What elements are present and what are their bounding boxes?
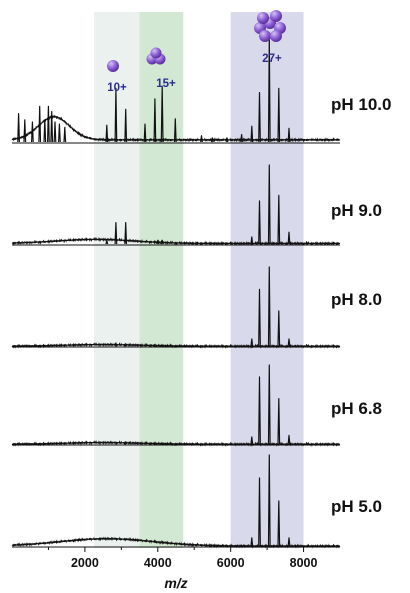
peak-2 bbox=[124, 343, 128, 347]
series-envelope bbox=[11, 440, 341, 447]
peak-2 bbox=[250, 436, 254, 445]
peak-10 bbox=[63, 126, 67, 143]
peak-3 bbox=[258, 376, 261, 445]
peak-17 bbox=[173, 118, 177, 143]
peak-7 bbox=[287, 338, 291, 347]
annotation-label-15plus: 15+ bbox=[156, 78, 176, 90]
peak-18 bbox=[200, 135, 203, 143]
peak-4 bbox=[277, 500, 281, 547]
charge-annotations: 10+ 15+ 27+ bbox=[107, 10, 286, 94]
peak-5 bbox=[160, 239, 164, 245]
highlight-bands bbox=[94, 12, 304, 548]
peak-20 bbox=[225, 137, 229, 143]
series-envelope bbox=[11, 236, 341, 246]
peak-4 bbox=[267, 364, 271, 445]
peak-19 bbox=[211, 137, 214, 143]
ph-label-9-0: pH 9.0 bbox=[331, 201, 382, 220]
peak-11 bbox=[105, 124, 109, 143]
ph-label-8-0: pH 8.0 bbox=[331, 290, 382, 309]
peak-6 bbox=[47, 105, 50, 143]
sphere-cluster-icon bbox=[254, 10, 286, 42]
spectra-traces bbox=[11, 37, 341, 549]
peak-2 bbox=[258, 477, 261, 547]
single-sphere-icon bbox=[107, 60, 119, 72]
series-1 bbox=[11, 37, 341, 144]
peak-1 bbox=[124, 441, 128, 445]
series-2 bbox=[11, 164, 341, 246]
annotation-label-10plus: 10+ bbox=[107, 82, 127, 94]
ph-labels: pH 10.0 pH 9.0 pH 8.0 pH 6.8 pH 5.0 bbox=[331, 95, 391, 516]
series-envelope bbox=[11, 342, 341, 349]
peak-16 bbox=[160, 85, 164, 143]
x-tick-label-4000: 4000 bbox=[144, 556, 172, 570]
peak-9 bbox=[277, 194, 281, 245]
peak-1 bbox=[105, 239, 109, 245]
x-tick-label-2000: 2000 bbox=[71, 556, 99, 570]
x-tick-label-8000: 8000 bbox=[290, 556, 318, 570]
peak-26 bbox=[287, 127, 291, 143]
peak-5 bbox=[267, 266, 271, 347]
peak-5 bbox=[287, 537, 291, 547]
peak-1 bbox=[114, 342, 118, 347]
peak-10 bbox=[287, 231, 291, 245]
peak-3 bbox=[250, 338, 254, 347]
peak-6 bbox=[277, 310, 281, 347]
ph-label-10-0: pH 10.0 bbox=[331, 95, 391, 114]
peak-23 bbox=[258, 92, 261, 143]
highlight-band-2 bbox=[139, 12, 184, 548]
x-tick-label-6000: 6000 bbox=[217, 556, 245, 570]
peak-15 bbox=[153, 98, 157, 143]
peak-1 bbox=[17, 113, 20, 143]
peak-6 bbox=[250, 236, 254, 245]
peak-6 bbox=[287, 434, 291, 445]
ph-label-5-0: pH 5.0 bbox=[331, 497, 382, 516]
peak-9 bbox=[58, 123, 61, 143]
peak-8 bbox=[53, 121, 57, 143]
peak-4 bbox=[38, 105, 42, 143]
peak-8 bbox=[267, 164, 271, 245]
peak-4 bbox=[258, 288, 261, 347]
peak-5 bbox=[277, 398, 281, 445]
peak-3 bbox=[124, 222, 128, 245]
x-axis-title: m/z bbox=[164, 575, 187, 591]
series-envelope bbox=[11, 536, 341, 549]
ph-label-6-8: pH 6.8 bbox=[331, 399, 382, 418]
peak-22 bbox=[250, 125, 254, 143]
x-axis: 2000 4000 6000 8000 bbox=[47, 547, 318, 570]
series-5 bbox=[11, 454, 341, 549]
annotation-label-27plus: 27+ bbox=[262, 53, 282, 65]
peak-14 bbox=[143, 123, 147, 143]
series-4 bbox=[11, 364, 341, 447]
peak-21 bbox=[240, 134, 243, 143]
peak-12 bbox=[114, 87, 118, 143]
highlight-band-3 bbox=[230, 12, 304, 548]
sphere-dimer-icon bbox=[146, 47, 166, 65]
peak-2 bbox=[114, 222, 118, 245]
peak-7 bbox=[50, 110, 54, 143]
peak-3 bbox=[267, 454, 271, 547]
peak-25 bbox=[277, 87, 281, 143]
peak-13 bbox=[124, 108, 128, 143]
peak-7 bbox=[258, 200, 261, 245]
peak-3 bbox=[31, 121, 34, 143]
peak-5 bbox=[43, 119, 47, 143]
peak-1 bbox=[250, 537, 254, 547]
highlight-band-1 bbox=[94, 12, 140, 548]
series-3 bbox=[11, 266, 341, 349]
peak-4 bbox=[156, 239, 160, 245]
peak-2 bbox=[23, 119, 27, 143]
